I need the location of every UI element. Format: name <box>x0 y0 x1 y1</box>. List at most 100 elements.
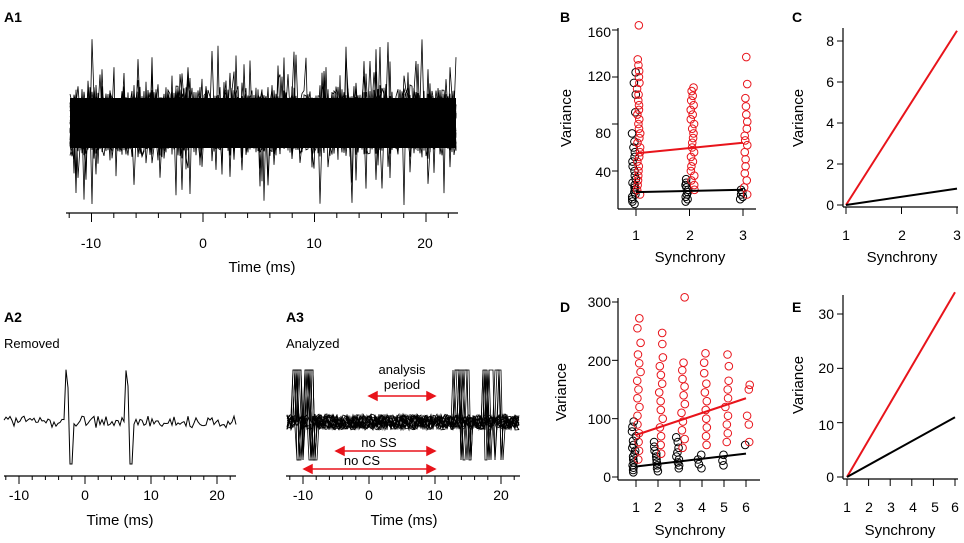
d-point-red <box>744 385 754 394</box>
d-point-red <box>678 374 687 384</box>
b-point-red <box>689 100 698 110</box>
d-ytick: 100 <box>588 411 612 427</box>
a3-traces <box>286 369 520 461</box>
d-point-red <box>634 437 643 447</box>
panel-label-c: C <box>792 9 802 25</box>
d-point-black <box>628 455 638 464</box>
b-point-red <box>742 117 752 126</box>
c-ytick: 0 <box>826 197 834 213</box>
a1-xlabel: Time (ms) <box>229 259 296 276</box>
a3-no-cs-label: no CS <box>344 453 380 468</box>
d-point-red <box>633 350 643 359</box>
d-point-red <box>658 339 667 349</box>
a3-xlabel: Time (ms) <box>371 512 438 529</box>
b-xtick: 3 <box>739 227 747 243</box>
b-point-black <box>628 162 637 171</box>
b-point-red <box>633 138 642 148</box>
b-point-red <box>634 166 643 176</box>
a2-xtick: 10 <box>143 487 159 503</box>
a3-analysis-label-1: analysis <box>379 362 426 377</box>
b-point-red <box>687 138 697 148</box>
d-point-red <box>633 420 642 429</box>
b-point-red <box>686 105 696 115</box>
b-point-red <box>633 176 643 185</box>
d-point-red <box>723 393 733 403</box>
a1-xtick: -10 <box>81 235 101 251</box>
b-point-red <box>633 171 643 180</box>
e-ytick: 10 <box>818 417 834 433</box>
b-point-red <box>633 157 642 166</box>
b-point-red <box>688 91 698 101</box>
d-ytick: 200 <box>588 353 612 369</box>
b-point-red <box>634 66 644 76</box>
a3-trace <box>286 369 520 461</box>
c-ytick: 8 <box>826 33 834 49</box>
a3-xtick: 20 <box>493 487 509 503</box>
d-point-red <box>655 361 665 371</box>
a1-trace-core <box>70 98 456 148</box>
b-fit-black <box>635 188 744 194</box>
panel-label-b: B <box>560 9 570 25</box>
c-ytick: 6 <box>826 74 834 90</box>
d-point-red <box>633 455 643 464</box>
d-point-red <box>634 385 643 394</box>
b-point-black <box>631 90 641 99</box>
panel-b: 40 80 120 160 1 2 3 Synchrony Variance <box>558 21 756 266</box>
a2-annotation: Removed <box>4 336 60 351</box>
e-xlabel: Synchrony <box>865 522 936 539</box>
b-point-red <box>740 131 749 141</box>
b-point-black <box>630 183 639 192</box>
d-point-red <box>633 393 642 403</box>
a1-xtick: 0 <box>199 235 207 251</box>
d-point-red <box>680 399 690 409</box>
b-point-red <box>632 185 642 195</box>
c-ytick: 2 <box>826 156 834 172</box>
c-ytick: 4 <box>826 115 834 131</box>
e-ylabel: Variance <box>790 356 807 414</box>
b-fit-red <box>635 141 744 155</box>
a3-trace <box>286 369 520 461</box>
e-ytick: 20 <box>818 360 834 376</box>
d-point-red <box>723 411 733 421</box>
d-point-red <box>742 411 752 421</box>
d-point-red <box>723 385 733 394</box>
d-point-red <box>656 440 665 450</box>
b-point-red <box>635 190 645 199</box>
b-point-red <box>742 190 752 199</box>
a1-traces <box>69 39 457 206</box>
b-point-red <box>687 176 696 185</box>
d-point-black <box>674 443 683 453</box>
e-marks <box>846 291 956 478</box>
d-xtick: 6 <box>742 499 750 515</box>
panel-e: 0 10 20 30 1 2 3 4 5 6 Synchrony Varianc… <box>790 291 959 539</box>
a3-trace <box>286 369 520 461</box>
d-point-red <box>634 358 644 368</box>
b-point-red <box>740 147 750 157</box>
d-fit-red <box>635 397 747 436</box>
b-point-red <box>634 124 644 133</box>
a3-ticks <box>289 476 515 484</box>
d-xtick: 4 <box>698 499 706 515</box>
d-point-red <box>632 376 642 386</box>
b-point-red <box>635 129 645 138</box>
d-point-red <box>699 358 709 367</box>
b-point-red <box>686 152 696 162</box>
b-ytick: 80 <box>595 125 611 141</box>
d-point-red <box>701 414 711 423</box>
panel-label-a3: A3 <box>286 309 304 325</box>
b-point-red <box>634 119 643 129</box>
c-xtick: 3 <box>953 227 961 243</box>
d-axis-ticks <box>612 301 747 487</box>
d-point-black <box>674 463 684 473</box>
d-marks <box>627 293 755 477</box>
d-point-red <box>744 437 754 447</box>
b-xtick: 2 <box>686 227 694 243</box>
e-xtick: 2 <box>865 499 873 515</box>
b-point-red <box>634 60 643 70</box>
panel-a3: Analyzed analysis period no SS no CS -10… <box>286 336 520 529</box>
d-point-black <box>651 452 661 461</box>
a3-no-ss-label: no SS <box>361 435 397 450</box>
a3-arrowhead-left-icon <box>367 390 378 402</box>
d-point-red <box>724 361 734 371</box>
panel-c: 0 2 4 6 8 1 2 3 Synchrony Variance <box>790 28 961 266</box>
